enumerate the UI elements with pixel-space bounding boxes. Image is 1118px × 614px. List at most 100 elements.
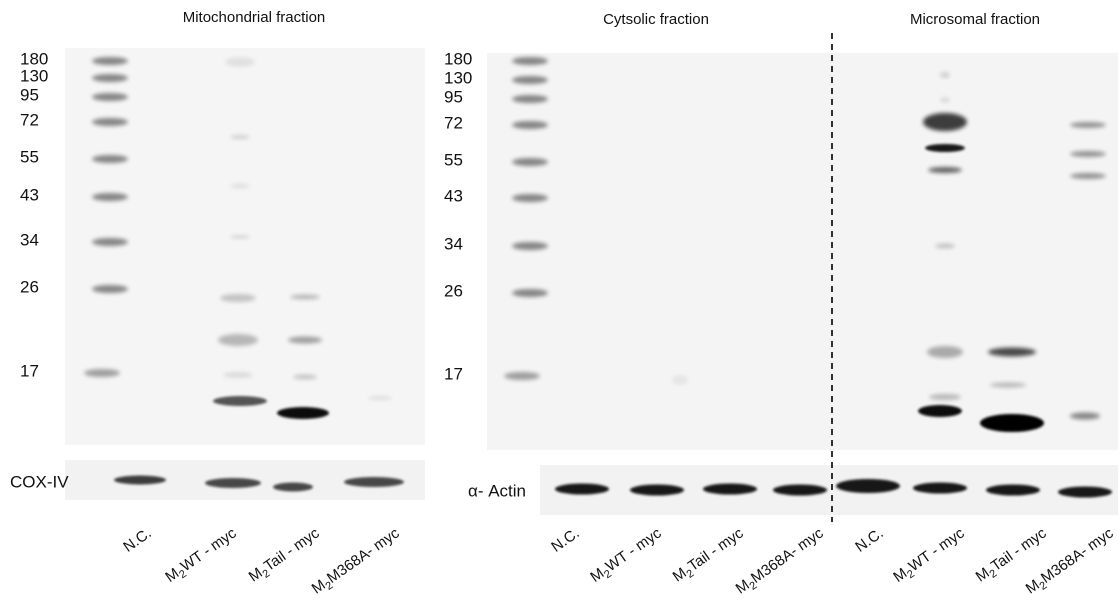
band [213,396,267,406]
band [92,74,128,82]
band [293,374,317,380]
lane-label: M2Tail - myc [973,524,1052,588]
band [225,57,255,67]
lane-label-part: 2 [684,567,696,580]
lane-label: N.C. [852,525,886,556]
band [940,97,950,103]
band [368,395,392,401]
lane-label-part: 2 [747,579,759,592]
band [555,483,609,495]
marker-label: 72 [20,110,39,129]
lane-label-part: N.C. [120,525,154,556]
band [512,57,548,65]
band [935,243,955,249]
band [220,294,256,302]
lane-label: M2WT - myc [587,524,666,588]
marker-label: 17 [444,364,463,383]
lane-label-part: Tail - myc [261,524,323,575]
band [512,158,548,166]
marker-label: 26 [444,281,463,300]
band [114,475,166,485]
band [929,394,961,400]
band [230,135,250,139]
lane-label-part: M368A- myc [748,524,827,586]
band [986,484,1040,496]
lane-label-part: M368A- myc [324,524,403,586]
marker-label: 180 [20,49,48,68]
band [836,479,900,493]
marker-label: 72 [444,113,463,132]
band [918,405,962,417]
lane-label-part: 2 [177,568,189,581]
lane-label-part: WT - myc [177,524,239,575]
lane-label: N.C. [548,525,582,556]
band [672,375,688,385]
lane-label-part: WT - myc [602,524,664,575]
lane-label-part: M368A- myc [1038,524,1117,586]
marker-label: 34 [20,230,39,249]
lane-label-part: Tail - myc [988,524,1050,575]
lane-label: M2M368A- myc [733,524,829,600]
band [84,369,120,377]
blot-membrane [487,53,1118,450]
band [925,144,965,152]
lane-label-part: 2 [987,567,999,580]
band [1058,486,1112,498]
band [230,184,250,188]
band [988,347,1036,357]
band [504,372,540,380]
band [1070,173,1106,179]
band [980,414,1044,432]
band [1070,151,1106,157]
band [512,242,548,250]
lane-label-part: 2 [905,568,917,581]
marker-label: 26 [20,277,39,296]
blot-membrane [65,48,425,445]
band [92,193,128,201]
band [512,95,548,103]
band [1070,412,1100,420]
marker-label: 95 [20,85,39,104]
band [512,76,548,84]
lane-label-part: N.C. [852,525,886,556]
lane-label-part: 2 [1037,579,1049,592]
band [92,285,128,293]
band [92,238,128,246]
band [92,93,128,101]
band [913,482,967,494]
band [344,477,404,487]
band [92,118,128,126]
lane-label-part: WT - myc [905,524,967,575]
marker-label: 130 [20,66,48,85]
band [277,407,329,419]
band [630,484,684,496]
band [290,294,320,300]
marker-label: 95 [444,87,463,106]
band [512,194,548,202]
band [218,334,258,346]
marker-label: 130 [444,68,472,87]
lane-label: M2M368A- myc [309,524,405,600]
marker-label: 55 [444,150,463,169]
band [927,346,963,358]
band [512,289,548,297]
band [288,336,322,344]
lane-label-part: Tail - myc [685,524,747,575]
band [923,113,967,131]
marker-label: 34 [444,234,463,253]
panel-title: Cytsolic fraction [603,11,709,28]
band [273,482,313,492]
band [92,155,128,163]
marker-label: 55 [20,147,39,166]
band [512,121,548,129]
lane-label-part: 2 [260,567,272,580]
loading-control-label: COX-IV [10,472,69,491]
loading-control-label: α- Actin [468,481,526,500]
panel-title: Mitochondrial fraction [183,9,326,26]
marker-label: 43 [20,185,39,204]
band [703,483,757,495]
band [205,478,261,488]
lane-label-part: N.C. [548,525,582,556]
marker-label: 43 [444,186,463,205]
